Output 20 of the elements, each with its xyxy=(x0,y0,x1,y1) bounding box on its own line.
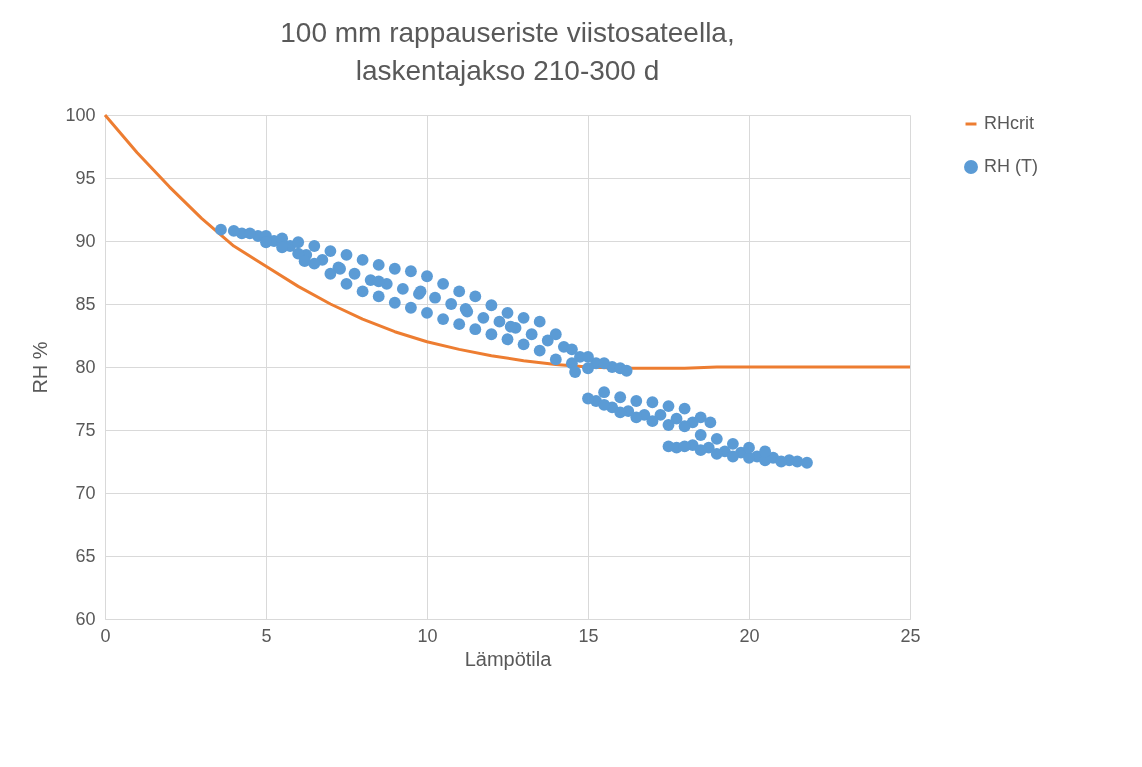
legend-label: RHcrit xyxy=(984,113,1034,133)
x-tick-label: 15 xyxy=(578,625,599,646)
y-tick-label: 90 xyxy=(75,230,96,251)
x-tick-label: 20 xyxy=(739,625,760,646)
y-tick-label: 100 xyxy=(65,104,96,125)
x-tick-label: 5 xyxy=(261,625,272,646)
x-tick-label: 25 xyxy=(900,625,921,646)
x-tick-label: 0 xyxy=(100,625,111,646)
y-tick-label: 65 xyxy=(75,545,96,566)
y-tick-label: 80 xyxy=(75,356,96,377)
y-tick-label: 85 xyxy=(75,293,96,314)
x-tick-label: 10 xyxy=(417,625,438,646)
legend-label: RH (T) xyxy=(984,156,1038,176)
chart-title: 100 mm rappauseriste viistosateella, laskentajakso 210-300 d xyxy=(280,17,735,86)
x-axis-title: Lämpötila xyxy=(464,647,553,670)
y-axis-title: RH % xyxy=(29,341,52,394)
y-tick-label: 70 xyxy=(75,482,96,503)
y-tick-label: 95 xyxy=(75,167,96,188)
y-tick-label: 75 xyxy=(75,419,96,440)
y-tick-label: 60 xyxy=(75,608,96,629)
